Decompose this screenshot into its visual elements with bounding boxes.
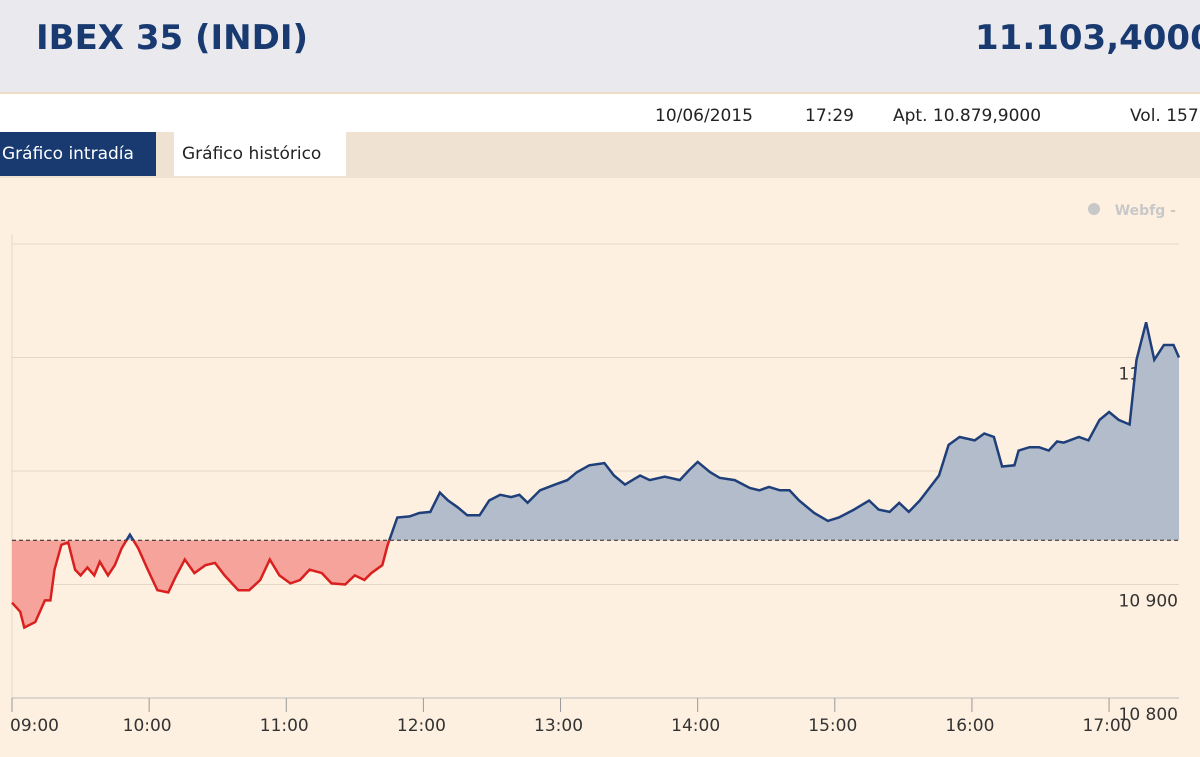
area-above	[126, 322, 1179, 541]
watermark: Webfg -	[1115, 203, 1176, 219]
price: 11.103,4000	[975, 18, 1200, 58]
x-tick-label: 11:00	[260, 716, 309, 736]
watermark-icon	[1088, 203, 1100, 215]
line-below	[11, 540, 391, 630]
volume: Vol. 157	[1130, 106, 1199, 126]
x-tick-label: 17:00	[1083, 716, 1132, 736]
header: IBEX 35 (INDI) 11.103,4000	[0, 0, 1200, 94]
x-tick-label: 16:00	[945, 716, 994, 736]
tabs: Gráfico intradía Gráfico histórico	[0, 132, 1200, 178]
y-tick-label: 10 900	[1119, 592, 1178, 612]
x-tick-label: 09:00	[10, 716, 59, 736]
x-tick-label: 14:00	[671, 716, 720, 736]
tab[interactable]: Gráfico histórico	[174, 132, 346, 176]
line-above	[125, 321, 1181, 541]
date: 10/06/2015	[655, 106, 753, 126]
tab[interactable]: Gráfico intradía	[0, 132, 156, 176]
info-bar: 10/06/2015 17:29 Apt. 10.879,9000 Vol. 1…	[0, 94, 1200, 132]
x-tick-label: 15:00	[808, 716, 857, 736]
x-tick-label: 13:00	[534, 716, 583, 736]
area-below	[12, 540, 1179, 628]
title: IBEX 35 (INDI)	[36, 18, 309, 58]
x-tick-label: 10:00	[123, 716, 172, 736]
time: 17:29	[805, 106, 854, 126]
x-tick-label: 12:00	[397, 716, 446, 736]
y-tick-label: 10 800	[1119, 705, 1178, 725]
open: Apt. 10.879,9000	[893, 106, 1042, 126]
